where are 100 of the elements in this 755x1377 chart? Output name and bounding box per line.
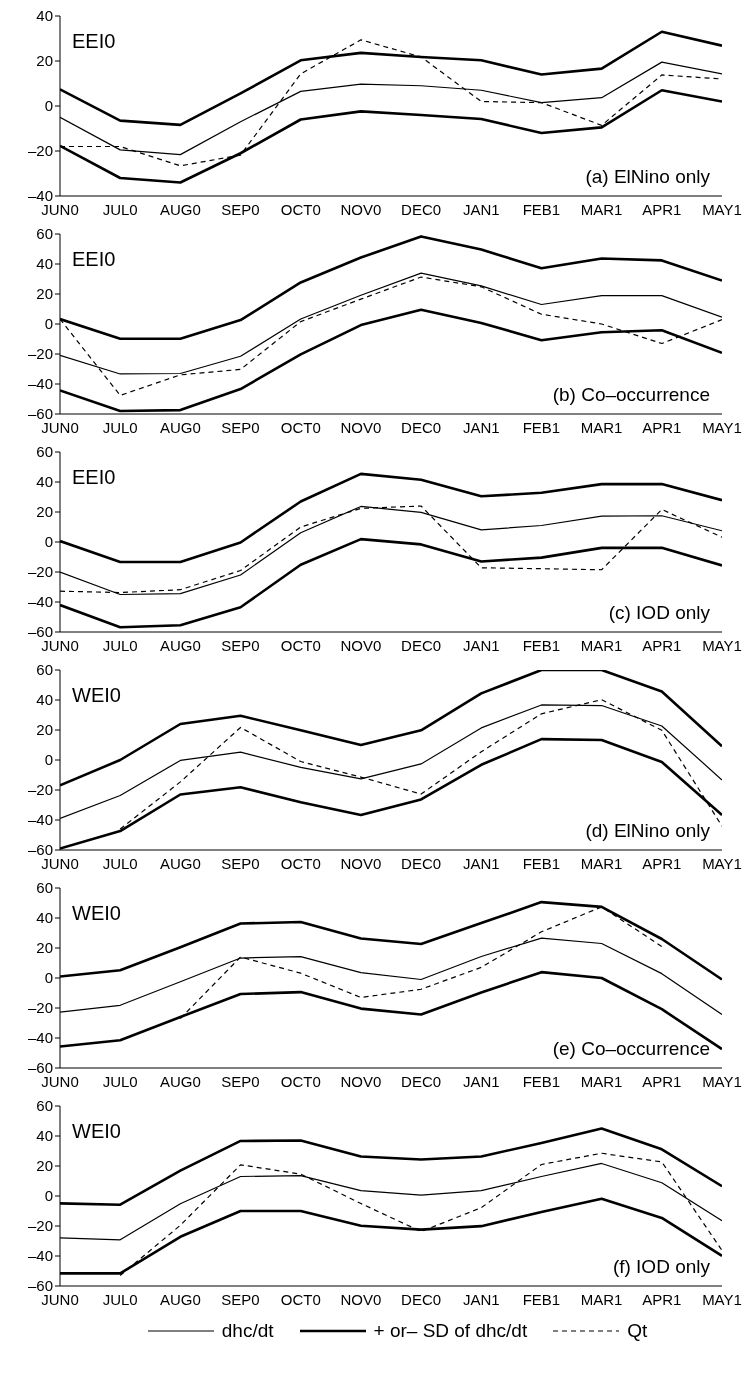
y-tick-label: 0 [44, 315, 53, 333]
y-tick-label: –40 [27, 375, 53, 393]
x-tick-label: SEP0 [221, 636, 260, 654]
x-tick-label: SEP0 [221, 1290, 260, 1308]
y-tick-label: 40 [36, 1127, 53, 1145]
y-tick-label: –20 [27, 345, 53, 363]
x-tick-label: FEB1 [522, 1072, 561, 1090]
y-tick-label: –20 [27, 781, 53, 799]
y-tick-label: –20 [27, 1217, 53, 1235]
annotation: EEI0 [72, 248, 116, 271]
x-tick-label: OCT0 [280, 1290, 321, 1308]
x-tick-label: MAY1 [702, 200, 742, 218]
x-tick-label: MAR1 [580, 1290, 623, 1308]
x-tick-label: APR1 [642, 1072, 682, 1090]
x-tick-label: AUG0 [159, 200, 201, 218]
y-tick-label: 0 [44, 533, 53, 551]
x-tick-label: NOV0 [340, 418, 382, 436]
y-tick-label: –40 [27, 811, 53, 829]
x-tick-label: JUL0 [102, 1072, 138, 1090]
y-tick-label: 20 [36, 52, 53, 70]
x-tick-label: AUG0 [159, 636, 201, 654]
x-tick-label: NOV0 [340, 1072, 382, 1090]
annotation: (f) IOD only [612, 1256, 710, 1278]
x-tick-label: JAN1 [462, 854, 500, 872]
x-tick-label: APR1 [642, 418, 682, 436]
y-tick-label: 60 [36, 879, 53, 897]
annotation: WEI0 [72, 684, 121, 707]
annotation: WEI0 [72, 902, 121, 925]
x-tick-label: DEC0 [401, 854, 442, 872]
x-tick-label: JAN1 [462, 418, 500, 436]
x-tick-label: NOV0 [340, 636, 382, 654]
y-tick-label: 60 [36, 225, 53, 243]
y-tick-label: 60 [36, 443, 53, 461]
y-tick-label: –40 [27, 1247, 53, 1265]
y-tick-label: 60 [36, 661, 53, 679]
y-tick-label: 60 [36, 1097, 53, 1115]
x-tick-label: DEC0 [401, 1072, 442, 1090]
y-tick-label: 40 [36, 909, 53, 927]
x-tick-label: MAR1 [580, 636, 623, 654]
x-tick-label: OCT0 [280, 418, 321, 436]
legend-label: dhc/dt [221, 1320, 274, 1342]
x-tick-label: MAY1 [702, 854, 742, 872]
y-tick-label: 40 [36, 473, 53, 491]
annotation: EEI0 [72, 30, 116, 53]
y-tick-label: 20 [36, 503, 53, 521]
y-tick-label: –20 [27, 563, 53, 581]
x-tick-label: DEC0 [401, 418, 442, 436]
x-tick-label: MAY1 [702, 1072, 742, 1090]
x-tick-label: JUL0 [102, 636, 138, 654]
y-tick-label: 40 [36, 7, 53, 25]
x-tick-label: FEB1 [522, 636, 561, 654]
x-tick-label: JUL0 [102, 200, 138, 218]
x-tick-label: DEC0 [401, 1290, 442, 1308]
x-tick-label: MAY1 [702, 1290, 742, 1308]
x-tick-label: FEB1 [522, 418, 561, 436]
y-tick-label: –40 [27, 1029, 53, 1047]
x-tick-label: MAR1 [580, 1072, 623, 1090]
x-tick-label: OCT0 [280, 854, 321, 872]
x-tick-label: JAN1 [462, 200, 500, 218]
annotation: (b) Co–occurrence [552, 384, 710, 406]
x-tick-label: FEB1 [522, 1290, 561, 1308]
x-tick-label: NOV0 [340, 854, 382, 872]
x-tick-label: MAR1 [580, 200, 623, 218]
x-tick-label: DEC0 [401, 636, 442, 654]
annotation: EEI0 [72, 466, 116, 489]
x-tick-label: APR1 [642, 200, 682, 218]
x-tick-label: OCT0 [280, 1072, 321, 1090]
y-tick-label: 20 [36, 285, 53, 303]
y-tick-label: 20 [36, 939, 53, 957]
x-tick-label: AUG0 [159, 418, 201, 436]
y-tick-label: 0 [44, 751, 53, 769]
annotation: (c) IOD only [608, 602, 710, 624]
x-tick-label: AUG0 [159, 1072, 201, 1090]
x-tick-label: MAR1 [580, 418, 623, 436]
annotation: (e) Co–occurrence [552, 1038, 710, 1060]
x-tick-label: FEB1 [522, 200, 561, 218]
x-tick-label: JAN1 [462, 1072, 500, 1090]
x-tick-label: OCT0 [280, 636, 321, 654]
y-tick-label: 40 [36, 255, 53, 273]
x-tick-label: MAY1 [702, 418, 742, 436]
legend-label: + or– SD of dhc/dt [373, 1320, 528, 1342]
x-tick-label: JAN1 [462, 636, 500, 654]
x-tick-label: JUL0 [102, 854, 138, 872]
y-tick-label: –20 [27, 999, 53, 1017]
x-tick-label: APR1 [642, 636, 682, 654]
x-tick-label: AUG0 [159, 1290, 201, 1308]
y-tick-label: –20 [27, 142, 53, 160]
y-tick-label: 0 [44, 1187, 53, 1205]
legend-label: Qt [627, 1320, 648, 1342]
x-tick-label: OCT0 [280, 200, 321, 218]
x-tick-label: SEP0 [221, 418, 260, 436]
x-tick-label: JUL0 [102, 1290, 138, 1308]
x-tick-label: JAN1 [462, 1290, 500, 1308]
x-tick-label: NOV0 [340, 200, 382, 218]
y-tick-label: 0 [44, 969, 53, 987]
x-tick-label: NOV0 [340, 1290, 382, 1308]
x-tick-label: MAY1 [702, 636, 742, 654]
x-tick-label: JUL0 [102, 418, 138, 436]
annotation: WEI0 [72, 1120, 121, 1143]
x-tick-label: AUG0 [159, 854, 201, 872]
